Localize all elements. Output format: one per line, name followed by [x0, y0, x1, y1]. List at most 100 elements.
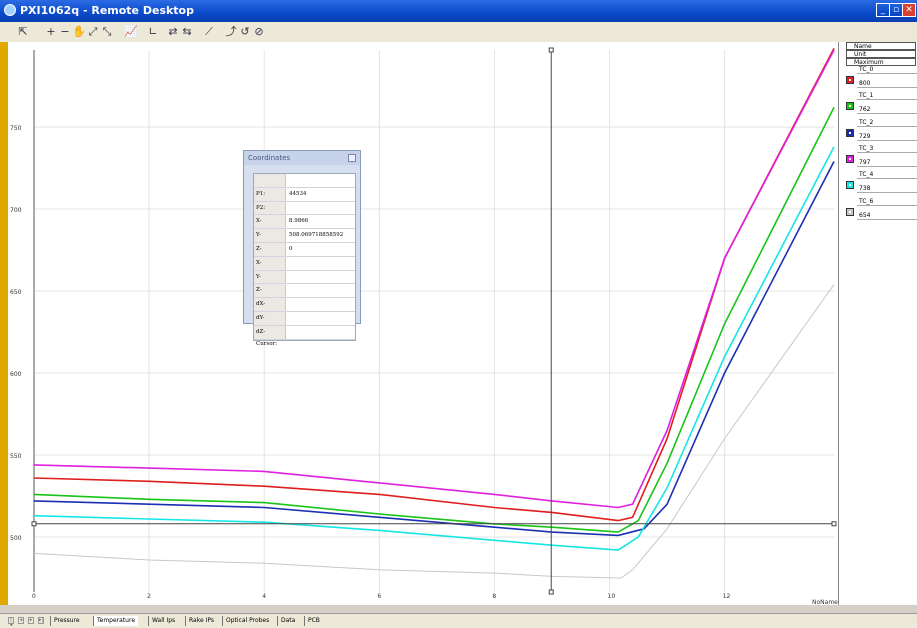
- coordinates-row: Z-Cursor1:0: [254, 242, 355, 264]
- last-tab-icon[interactable]: ▸|: [38, 617, 44, 624]
- x-tick-label: 4: [262, 593, 266, 600]
- legend-series-name: TC_6: [859, 197, 874, 205]
- legend-entry[interactable]: TC_4 738: [839, 171, 917, 197]
- legend-separator: [857, 87, 917, 88]
- coordinate-value[interactable]: 0: [289, 245, 293, 252]
- coordinate-label: Y-Cursor1:: [254, 229, 286, 250]
- window-titlebar: PXI1062q - Remote Desktop _ ▫ ✕: [0, 0, 917, 22]
- maximize-button[interactable]: ▫: [889, 3, 903, 17]
- coordinates-row: dX-Cursor:: [254, 298, 355, 319]
- series-color-swatch[interactable]: [846, 128, 854, 137]
- coordinates-row: Y-Cursor2:: [254, 270, 355, 292]
- coordinates-row: [254, 174, 355, 188]
- first-tab-icon[interactable]: |◂: [8, 617, 14, 628]
- prev-tab-icon[interactable]: ◂: [18, 617, 24, 624]
- coordinates-panel-title: Coordinates: [244, 151, 360, 165]
- coordinates-row: Z-Cursor2:: [254, 284, 355, 305]
- legend-entry[interactable]: TC_1 762: [839, 92, 917, 118]
- x-tick-label: 2: [147, 593, 151, 600]
- x-tick-label: 0: [32, 593, 36, 600]
- y-tick-label: 550: [10, 453, 22, 460]
- minus-icon[interactable]: −: [60, 25, 70, 38]
- series-line: [33, 107, 835, 533]
- legend-separator: [857, 139, 917, 141]
- pan-icon[interactable]: ✋: [72, 25, 86, 38]
- coordinate-value[interactable]: 8.9866: [289, 218, 309, 225]
- coordinates-row: X-Cursor2:: [254, 256, 355, 278]
- series-line: [33, 49, 835, 509]
- chart-plot-area[interactable]: 500 550 600 650 700 750 0 2 4 6 8 10 12 NoName: [8, 42, 838, 605]
- sheet-tab[interactable]: Rake IPs: [185, 616, 217, 626]
- series-color-swatch[interactable]: [846, 76, 854, 84]
- legend-series-name: TC_0: [859, 66, 874, 73]
- legend-series-maximum: 738: [859, 185, 871, 193]
- coordinate-label: dZ-Cursor:: [254, 325, 286, 347]
- autoscale-icon[interactable]: ⤴: [225, 25, 237, 38]
- series-color-swatch[interactable]: [846, 102, 854, 111]
- next-tab-icon[interactable]: ▸: [28, 617, 34, 624]
- legend-entry[interactable]: TC_0 800: [839, 66, 917, 92]
- minimize-button[interactable]: _: [876, 3, 890, 17]
- plus-icon[interactable]: +: [46, 25, 56, 38]
- legend-unit-cell: [857, 204, 917, 206]
- legend-unit-cell: [857, 99, 917, 101]
- legend-separator: [857, 165, 917, 167]
- series-line: [33, 146, 835, 551]
- coordinate-label: P2:: [254, 201, 286, 215]
- y-tick-label: 700: [10, 207, 22, 214]
- link-icon[interactable]: ⊘: [254, 25, 264, 38]
- legend-panel: Name Unit Maximum TC_0 800 TC_1 762 TC_2 729 T…: [838, 42, 917, 605]
- legend-separator: [857, 113, 917, 115]
- coordinates-panel[interactable]: Coordinates P1:44534P2:X-Cursor1:8.9866Y…: [243, 150, 361, 347]
- cursor-handle-top: [548, 47, 554, 53]
- legend-entry[interactable]: TC_3 797: [839, 145, 917, 171]
- cursor-link-icon[interactable]: ⇆: [182, 25, 192, 38]
- y-tick-label: 650: [10, 289, 22, 296]
- legend-entry[interactable]: TC_2 729: [839, 119, 917, 145]
- close-button[interactable]: ✕: [902, 3, 916, 17]
- reset-icon[interactable]: ↺: [240, 25, 250, 38]
- series-line: [33, 48, 835, 522]
- cursor-pair-icon[interactable]: ⇄: [168, 25, 178, 38]
- series-color-swatch[interactable]: [846, 181, 854, 190]
- chart-icon[interactable]: 📈: [124, 25, 138, 38]
- zoom-out-icon[interactable]: ⤡: [102, 25, 112, 38]
- legend-series-name: TC_3: [859, 144, 874, 152]
- zoom-icon[interactable]: ⤢: [88, 25, 98, 38]
- marker-icon[interactable]: ⟋: [205, 25, 213, 38]
- x-tick-label: 6: [377, 593, 381, 600]
- legend-entry[interactable]: TC_6 654: [839, 198, 917, 224]
- x-tick-label: 12: [723, 593, 731, 600]
- legend-header-unit: Unit: [846, 50, 916, 58]
- sheet-tab[interactable]: Pressure: [50, 616, 83, 626]
- legend-unit-cell: [857, 178, 917, 180]
- coordinates-row: dY-Cursor:: [254, 311, 355, 333]
- coordinate-label: Y-Cursor2:: [254, 270, 286, 292]
- sheet-tab[interactable]: Wall Ips: [148, 616, 178, 626]
- remote-desktop-icon: [4, 4, 16, 16]
- sheet-tab[interactable]: Data: [277, 616, 298, 626]
- x-tick-label: 8: [492, 593, 496, 600]
- sheet-tab[interactable]: Temperature: [93, 616, 139, 626]
- coordinate-label: dX-Cursor:: [254, 298, 286, 319]
- axis-icon[interactable]: ∟: [148, 25, 158, 38]
- legend-series-maximum: 729: [859, 132, 871, 140]
- series-color-swatch[interactable]: [846, 207, 854, 216]
- temperature-chart[interactable]: 500 550 600 650 700 750 0 2 4 6 8 10 12 NoName: [8, 42, 838, 605]
- legend-series-name: TC_2: [859, 118, 874, 126]
- coordinate-label: Z-Cursor2:: [254, 284, 286, 305]
- toolbar: ⇱ + − ✋ ⤢ ⤡ 📈 ∟ ⇄ ⇆ ⟋ ⤴ ↺ ⊘: [0, 22, 917, 43]
- panel-close-icon[interactable]: [348, 154, 356, 162]
- cursor-icon[interactable]: ⇱: [18, 25, 28, 38]
- coordinate-value[interactable]: 508.069718858592: [289, 232, 344, 239]
- series-line: [33, 161, 835, 537]
- sheet-tab[interactable]: Optical Probes: [222, 616, 272, 626]
- series-color-swatch[interactable]: [846, 154, 854, 163]
- coordinate-value[interactable]: 44534: [289, 190, 307, 197]
- legend-series-maximum: 762: [859, 106, 871, 114]
- legend-unit-cell: [857, 151, 917, 153]
- coordinates-row: P1: 44534: [254, 187, 355, 202]
- coordinates-row: Y-Cursor1:508.069718858592: [254, 229, 355, 250]
- sheet-tab[interactable]: PCB: [304, 616, 323, 626]
- cursor-handle-right: [831, 521, 837, 527]
